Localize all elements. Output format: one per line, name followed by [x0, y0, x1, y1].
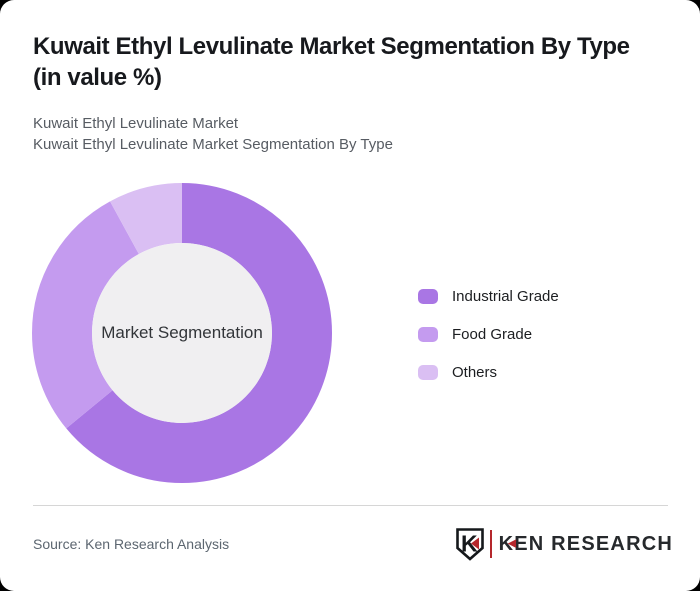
- donut-chart-svg: [32, 183, 332, 483]
- legend-item-food-grade: Food Grade: [418, 324, 559, 344]
- logo-triangle-icon: ◀: [507, 537, 518, 550]
- subtitle-line-2: Kuwait Ethyl Levulinate Market Segmentat…: [33, 136, 393, 153]
- title-line-2: (in value %): [33, 64, 162, 91]
- chart-subtitle: Kuwait Ethyl Levulinate Market Kuwait Et…: [33, 113, 393, 155]
- brand-text: KEN RESEARCH: [498, 532, 673, 555]
- legend-item-industrial-grade: Industrial Grade: [418, 286, 559, 306]
- title-line-1: Kuwait Ethyl Levulinate Market Segmentat…: [33, 33, 630, 60]
- legend-label: Industrial Grade: [452, 287, 559, 305]
- legend-item-others: Others: [418, 362, 559, 382]
- legend-swatch-others: [418, 364, 438, 380]
- legend-swatch-food-grade: [418, 326, 438, 342]
- ken-research-logo: K KEN RESEARCH ◀: [455, 527, 673, 561]
- legend-label: Others: [452, 363, 498, 381]
- ken-research-wordmark: KEN RESEARCH ◀: [499, 533, 673, 556]
- chart-legend: Industrial Grade Food Grade Others: [418, 286, 559, 400]
- legend-swatch-industrial-grade: [418, 288, 438, 304]
- source-text: Source: Ken Research Analysis: [33, 536, 230, 552]
- subtitle-line-1: Kuwait Ethyl Levulinate Market: [33, 115, 239, 132]
- legend-label: Food Grade: [452, 325, 533, 343]
- donut-chart: Market Segmentation: [32, 183, 332, 483]
- footer-divider: [33, 505, 668, 506]
- svg-text:K: K: [461, 530, 478, 556]
- page-title: Kuwait Ethyl Levulinate Market Segmentat…: [33, 31, 630, 93]
- ken-research-shield-icon: K: [455, 527, 484, 561]
- logo-divider-bar: [489, 530, 492, 558]
